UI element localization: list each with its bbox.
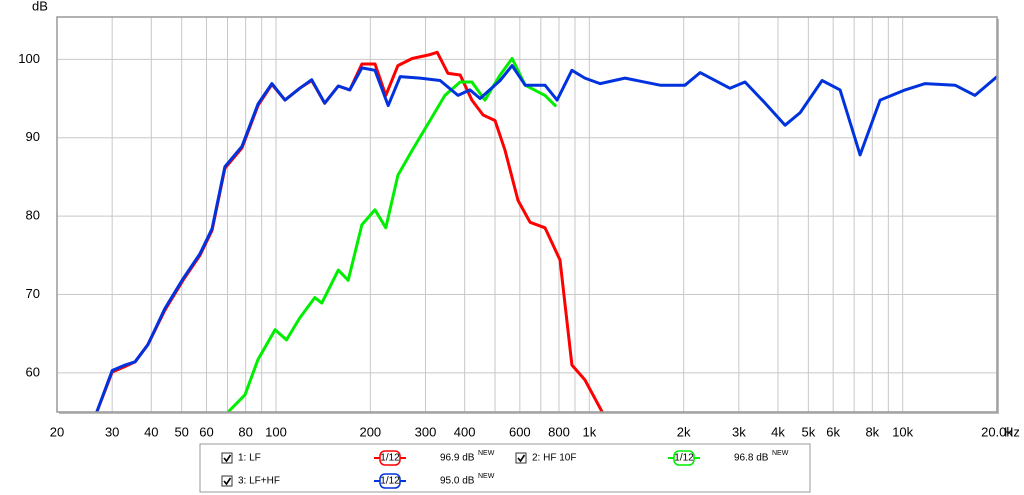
legend-check [517,454,526,463]
x-tick-label: 60 [199,424,213,439]
legend-label: 3: LF+HF [238,476,280,487]
x-tick-label: 10k [892,424,913,439]
x-tick-label: 5k [801,424,815,439]
x-tick-label: 800 [548,424,570,439]
x-tick-label: 80 [238,424,252,439]
legend-smoothing: 1/12 [380,453,400,464]
legend-check [223,454,232,463]
x-tick-label: 40 [144,424,158,439]
y-tick-label: 100 [18,51,40,66]
x-tick-label: 6k [826,424,840,439]
x-tick-label: 4k [771,424,785,439]
x-tick-label: 50 [174,424,188,439]
legend-label: 1: LF [238,453,261,464]
x-tick-label: 8k [865,424,879,439]
legend-badge: NEW [478,450,495,457]
x-tick-label: 300 [415,424,437,439]
series-line [226,57,557,412]
legend-level: 96.9 dB [440,453,475,464]
x-tick-label: 400 [454,424,476,439]
legend-smoothing-box [379,450,401,466]
plot-lines [95,50,997,412]
x-tick-label: 2k [677,424,691,439]
legend: 1: LF 1/12 96.9 dB NEW 2: HF 10F 1/12 96.8 dB N… [221,450,789,489]
legend-badge: NEW [478,473,495,480]
legend-checkbox [221,452,233,464]
x-tick-label: 100 [265,424,287,439]
legend-smoothing: 1/12 [380,476,400,487]
legend-level: 96.8 dB [734,453,769,464]
x-tick-label: 1k [582,424,596,439]
y-tick-label: 80 [26,208,40,223]
x-tick-label: 20.0k [981,424,1013,439]
legend-badge: NEW [772,450,789,457]
legend-smoothing-box [673,450,695,466]
legend-label: 2: HF 10F [532,453,576,464]
y-tick-label: 70 [26,286,40,301]
x-tick-label: 20 [50,424,64,439]
legend-box [199,443,811,493]
grid [56,17,998,412]
y-tick-label: 60 [26,364,40,379]
series-line [95,64,997,412]
legend-check [223,477,232,486]
x-tick-label: 600 [509,424,531,439]
x-tick-label: 200 [359,424,381,439]
legend-checkbox [515,452,527,464]
x-tick-label: 30 [105,424,119,439]
y-tick-label: 90 [26,129,40,144]
legend-smoothing-box [379,473,401,489]
y-axis-label: dB [32,0,48,13]
legend-checkbox [221,475,233,487]
x-axis-label: Hz [1004,424,1020,439]
axes: 20 30 40 50 60 80 100 200 300 400 600 800 1k 2k 3k 4k 5k… [18,51,1013,440]
legend-level: 95.0 dB [440,476,475,487]
plot-border [56,16,998,413]
legend-smoothing: 1/12 [674,453,694,464]
x-tick-label: 3k [732,424,746,439]
